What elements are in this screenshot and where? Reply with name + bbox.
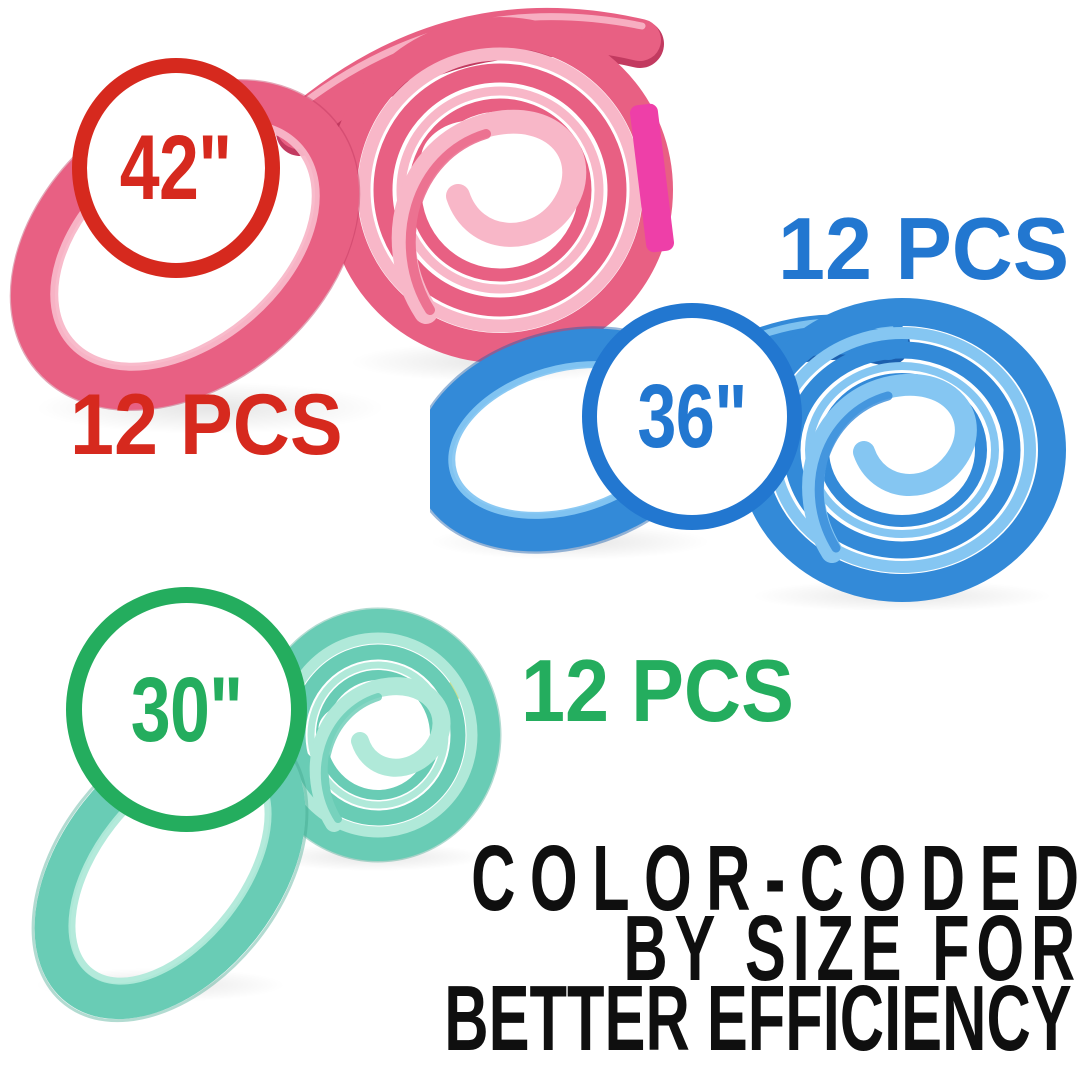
size-badge-42-label: 42" [120,117,232,219]
pink-coil-shadow [350,342,650,382]
footer-headline: COLOR-CODED BY SIZE FOR BETTER EFFICIENC… [121,832,1080,1070]
pink-band-end-tag [630,103,674,253]
pink-coil [327,17,673,363]
green-strap [229,736,329,804]
pink-loop [9,79,361,411]
blue-loop-shadow [430,524,710,560]
pcs-count-30: 12 PCS [521,641,794,740]
headline-line-1: COLOR-CODED [471,826,1080,930]
pink-band-photo [9,7,674,434]
size-badge-36-label: 36" [637,366,747,467]
blue-band-photo [430,298,1066,610]
green-coil [254,607,502,863]
size-badge-36: 36" [582,303,802,530]
blue-loop [430,326,719,554]
blue-coil-shadow [752,580,1052,610]
blue-coil [738,298,1066,602]
headline-line-3: BETTER EFFICIENCY [444,966,1072,1070]
pcs-count-36: 12 PCS [778,199,1070,298]
headline-line-2: BY SIZE FOR [623,896,1080,1000]
size-badge-42: 42" [72,58,280,278]
blue-strap [656,314,910,420]
pink-strap [276,7,664,156]
pcs-count-42: 12 PCS [70,377,343,473]
size-badge-30-label: 30" [130,658,243,761]
pink-loop-shadow [35,382,385,434]
green-band-end-tag [440,651,474,715]
size-badge-30: 30" [66,587,307,832]
